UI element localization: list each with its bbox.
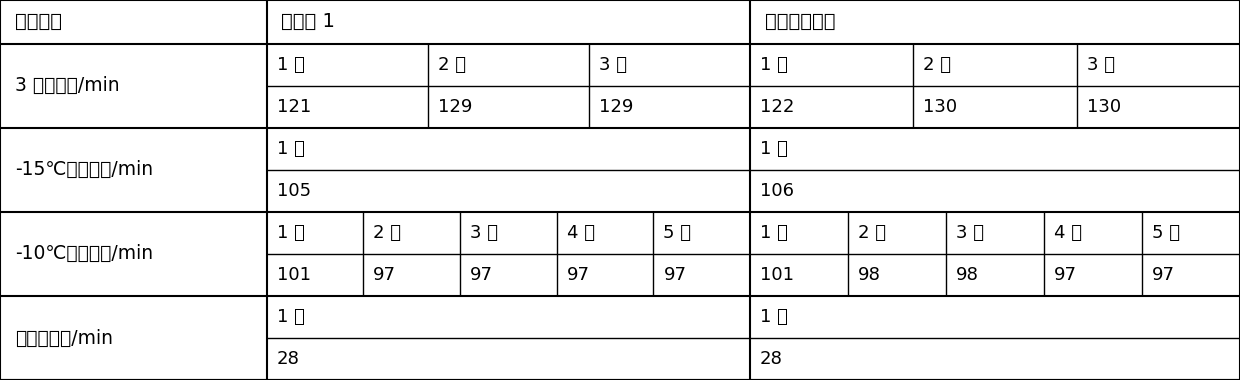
Text: 1 次: 1 次 [277, 308, 304, 326]
Text: 5 次: 5 次 [663, 224, 692, 242]
Text: 101: 101 [277, 266, 310, 284]
Text: 28: 28 [277, 350, 299, 368]
Text: 97: 97 [373, 266, 397, 284]
Text: 98: 98 [956, 266, 978, 284]
Text: 130: 130 [924, 98, 957, 116]
Text: 28: 28 [760, 350, 782, 368]
Text: 97: 97 [1054, 266, 1078, 284]
Text: 4 次: 4 次 [1054, 224, 1083, 242]
Text: 101: 101 [760, 266, 794, 284]
Text: 106: 106 [760, 182, 794, 200]
Text: 97: 97 [470, 266, 494, 284]
Text: 2 次: 2 次 [924, 56, 951, 74]
Text: 2 次: 2 次 [438, 56, 466, 74]
Text: 1 次: 1 次 [277, 140, 304, 158]
Text: 129: 129 [438, 98, 472, 116]
Text: 122: 122 [760, 98, 795, 116]
Text: 97: 97 [1152, 266, 1176, 284]
Text: -15℃低温性能/min: -15℃低温性能/min [15, 160, 153, 179]
Text: 测试项目: 测试项目 [15, 13, 62, 32]
Text: 1 次: 1 次 [760, 140, 787, 158]
Text: 5 次: 5 次 [1152, 224, 1180, 242]
Text: 1 次: 1 次 [277, 224, 304, 242]
Text: 4 次: 4 次 [567, 224, 595, 242]
Text: 1 次: 1 次 [277, 56, 304, 74]
Text: 2 次: 2 次 [858, 224, 887, 242]
Text: 1 次: 1 次 [760, 308, 787, 326]
Text: 3 次: 3 次 [599, 56, 627, 74]
Text: 3 次: 3 次 [956, 224, 985, 242]
Text: 3 次初容量/min: 3 次初容量/min [15, 76, 119, 95]
Text: 97: 97 [663, 266, 687, 284]
Text: -10℃低温性能/min: -10℃低温性能/min [15, 244, 153, 263]
Text: 3 次: 3 次 [470, 224, 498, 242]
Text: 97: 97 [567, 266, 590, 284]
Text: 3 次: 3 次 [1086, 56, 1115, 74]
Text: 121: 121 [277, 98, 311, 116]
Text: 130: 130 [1086, 98, 1121, 116]
Text: 同期常规电池: 同期常规电池 [765, 13, 836, 32]
Text: 1 次: 1 次 [760, 224, 787, 242]
Text: 129: 129 [599, 98, 634, 116]
Text: 1 次: 1 次 [760, 56, 787, 74]
Text: 105: 105 [277, 182, 311, 200]
Text: 大电流放电/min: 大电流放电/min [15, 329, 113, 348]
Text: 2 次: 2 次 [373, 224, 402, 242]
Text: 实施例 1: 实施例 1 [281, 13, 335, 32]
Text: 98: 98 [858, 266, 880, 284]
